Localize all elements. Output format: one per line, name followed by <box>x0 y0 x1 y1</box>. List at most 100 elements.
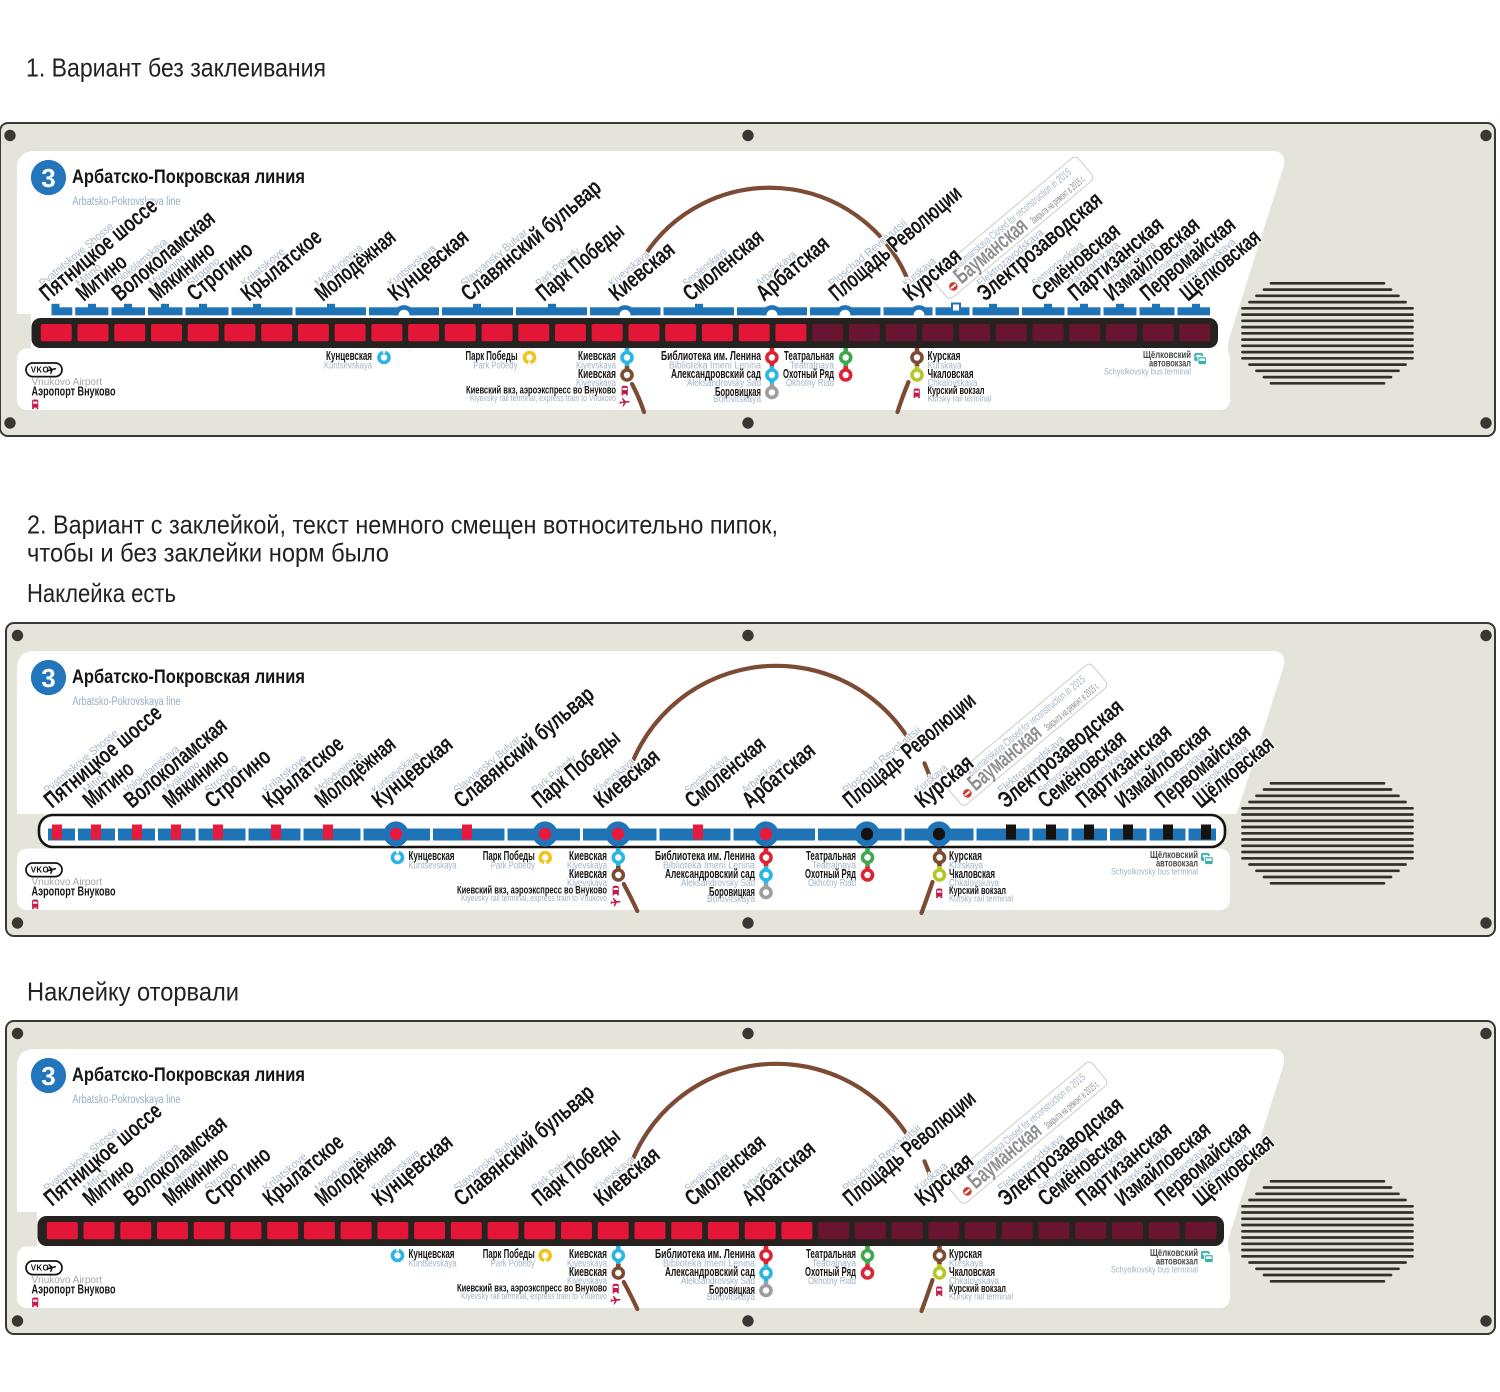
svg-text:Kuntsevskaya: Kuntsevskaya <box>409 1258 457 1269</box>
svg-text:Александровский сад: Александровский сад <box>665 867 755 881</box>
svg-text:1. Вариант без заклеивания: 1. Вариант без заклеивания <box>26 53 326 83</box>
svg-text:Чкаловская: Чкаловская <box>949 867 995 881</box>
svg-text:Kiyevskaya: Kiyevskaya <box>567 860 607 871</box>
svg-text:Курский вокзал: Курский вокзал <box>928 385 985 397</box>
svg-text:Аэропорт Внуково: Аэропорт Внуково <box>32 885 116 899</box>
svg-text:Кунцевская: Кунцевская <box>326 349 372 363</box>
svg-text:Охотный Ряд: Охотный Ряд <box>783 367 834 381</box>
svg-text:автовокзал: автовокзал <box>1149 359 1191 370</box>
svg-text:Okhotny Riad: Okhotny Riad <box>786 378 834 389</box>
svg-text:Vnukovo Airport: Vnukovo Airport <box>32 1275 103 1286</box>
svg-text:Kuntsevskaya: Kuntsevskaya <box>409 860 457 871</box>
svg-text:Киевская: Киевская <box>569 867 607 881</box>
svg-text:Арбатско-Покровская линия: Арбатско-Покровская линия <box>72 166 305 188</box>
svg-text:автовокзал: автовокзал <box>1156 1257 1198 1268</box>
svg-text:Библиотека им. Ленина: Библиотека им. Ленина <box>655 1247 756 1261</box>
svg-text:Kiyevsky rail terminal, expres: Kiyevsky rail terminal, express train to… <box>461 1291 607 1302</box>
svg-text:Щёлковский: Щёлковский <box>1150 1248 1198 1259</box>
svg-text:VKO: VKO <box>31 366 49 375</box>
svg-text:Arbatsko-Pokrovskaya line: Arbatsko-Pokrovskaya line <box>73 196 181 208</box>
svg-text:Park Pobedy: Park Pobedy <box>474 360 518 371</box>
svg-text:Borovitskaya: Borovitskaya <box>713 394 761 405</box>
svg-text:Курский вокзал: Курский вокзал <box>949 885 1006 897</box>
svg-text:Киевский вкз, аэроэкспресс во: Киевский вкз, аэроэкспресс во Внуково <box>457 1283 607 1295</box>
svg-text:Курский вокзал: Курский вокзал <box>949 1283 1006 1295</box>
svg-text:Okhotny Riad: Okhotny Riad <box>808 878 856 889</box>
svg-text:Курская: Курская <box>949 849 982 863</box>
svg-text:чтобы и без заклейки норм было: чтобы и без заклейки норм было <box>27 538 389 568</box>
svg-text:Aleksandrovsky Sad: Aleksandrovsky Sad <box>681 878 755 889</box>
svg-text:Kursky rail terminal: Kursky rail terminal <box>928 394 992 405</box>
svg-text:Schyolkovsky bus terminal: Schyolkovsky bus terminal <box>1111 867 1198 877</box>
svg-text:Kiyevskaya: Kiyevskaya <box>567 1258 607 1269</box>
svg-text:Aleksandrovsky Sad: Aleksandrovsky Sad <box>681 1276 755 1287</box>
svg-text:Teatralnaya: Teatralnaya <box>812 1258 856 1269</box>
svg-text:Киевская: Киевская <box>578 367 616 381</box>
svg-text:Arbatsko-Pokrovskaya line: Arbatsko-Pokrovskaya line <box>73 696 181 708</box>
svg-text:Киевский вкз, аэроэкспресс во: Киевский вкз, аэроэкспресс во Внуково <box>457 885 607 897</box>
svg-text:Щёлковский: Щёлковский <box>1150 850 1198 861</box>
svg-text:Kiyevskaya: Kiyevskaya <box>567 1276 607 1287</box>
svg-text:Библиотека им. Ленина: Библиотека им. Ленина <box>661 349 762 363</box>
svg-text:Театральная: Театральная <box>784 349 834 363</box>
svg-text:Vnukovo Airport: Vnukovo Airport <box>32 377 103 388</box>
svg-text:Kuntsevskaya: Kuntsevskaya <box>324 360 372 371</box>
svg-text:Курская: Курская <box>949 1247 982 1261</box>
svg-text:Арбатско-Покровская линия: Арбатско-Покровская линия <box>72 666 305 688</box>
svg-text:Александровский сад: Александровский сад <box>671 367 761 381</box>
svg-text:Kiyevsky rail terminal, expres: Kiyevsky rail terminal, express train to… <box>461 893 607 904</box>
svg-text:Chkalovskaya: Chkalovskaya <box>949 878 999 889</box>
svg-text:Боровицкая: Боровицкая <box>715 385 761 399</box>
svg-text:Kiyevsky rail terminal, expres: Kiyevsky rail terminal, express train to… <box>470 393 616 404</box>
svg-text:Kurskaya: Kurskaya <box>949 860 983 871</box>
svg-text:Borovitskaya: Borovitskaya <box>707 1292 755 1303</box>
svg-text:Боровицкая: Боровицкая <box>709 1283 755 1297</box>
svg-text:Чкаловская: Чкаловская <box>949 1265 995 1279</box>
svg-text:Чкаловская: Чкаловская <box>928 367 974 381</box>
svg-text:Кунцевская: Кунцевская <box>409 849 455 863</box>
svg-text:Наклейку оторвали: Наклейку оторвали <box>27 977 239 1007</box>
svg-text:Schyolkovsky bus terminal: Schyolkovsky bus terminal <box>1111 1265 1198 1275</box>
svg-text:Teatralnaya: Teatralnaya <box>790 360 834 371</box>
svg-text:Курская: Курская <box>928 349 961 363</box>
svg-text:Парк Победы: Парк Победы <box>483 849 535 863</box>
svg-text:Vnukovo Airport: Vnukovo Airport <box>32 877 103 888</box>
svg-text:3: 3 <box>41 663 55 693</box>
svg-text:Охотный Ряд: Охотный Ряд <box>805 1265 856 1279</box>
svg-text:Аэропорт Внуково: Аэропорт Внуково <box>32 385 116 399</box>
svg-text:VKO: VKO <box>31 1264 49 1273</box>
svg-text:Библиотека им. Ленина: Библиотека им. Ленина <box>655 849 756 863</box>
svg-text:Киевская: Киевская <box>578 349 616 363</box>
svg-text:Киевская: Киевская <box>569 849 607 863</box>
svg-text:Театральная: Театральная <box>806 849 856 863</box>
svg-text:Kiyevskaya: Kiyevskaya <box>567 878 607 889</box>
svg-text:Chkalovskaya: Chkalovskaya <box>949 1276 999 1287</box>
svg-text:Киевская: Киевская <box>569 1247 607 1261</box>
svg-text:Arbatsko-Pokrovskaya line: Arbatsko-Pokrovskaya line <box>73 1094 181 1106</box>
svg-text:3: 3 <box>41 163 55 193</box>
svg-text:Okhotny Riad: Okhotny Riad <box>808 1276 856 1287</box>
svg-text:Chkalovskaya: Chkalovskaya <box>928 378 978 389</box>
svg-text:Biblioteka Imeni Lenina: Biblioteka Imeni Lenina <box>663 1258 755 1269</box>
svg-text:Киевский вкз, аэроэкспресс во: Киевский вкз, аэроэкспресс во Внуково <box>466 385 616 397</box>
svg-text:Aleksandrovsky Sad: Aleksandrovsky Sad <box>687 378 761 389</box>
svg-text:Kursky rail terminal: Kursky rail terminal <box>949 1292 1013 1303</box>
svg-text:Biblioteka Imeni Lenina: Biblioteka Imeni Lenina <box>669 360 761 371</box>
svg-text:Kurskaya: Kurskaya <box>928 360 962 371</box>
svg-text:Кунцевская: Кунцевская <box>409 1247 455 1261</box>
svg-text:Арбатско-Покровская линия: Арбатско-Покровская линия <box>72 1064 305 1086</box>
svg-text:2. Вариант с заклейкой, текст: 2. Вариант с заклейкой, текст немного см… <box>27 510 778 540</box>
svg-text:Schyolkovsky bus terminal: Schyolkovsky bus terminal <box>1104 367 1191 377</box>
svg-text:Аэропорт Внуково: Аэропорт Внуково <box>32 1283 116 1297</box>
svg-text:Teatralnaya: Teatralnaya <box>812 860 856 871</box>
svg-text:Театральная: Театральная <box>806 1247 856 1261</box>
svg-text:автовокзал: автовокзал <box>1156 859 1198 870</box>
svg-text:VKO: VKO <box>31 866 49 875</box>
svg-text:Park Pobedy: Park Pobedy <box>491 860 535 871</box>
svg-text:Щёлковский: Щёлковский <box>1143 350 1191 361</box>
svg-text:Парк Победы: Парк Победы <box>466 349 518 363</box>
svg-text:Kiyevskaya: Kiyevskaya <box>576 378 616 389</box>
svg-text:Киевская: Киевская <box>569 1265 607 1279</box>
svg-text:Наклейка есть: Наклейка есть <box>27 578 176 608</box>
svg-text:Боровицкая: Боровицкая <box>709 885 755 899</box>
